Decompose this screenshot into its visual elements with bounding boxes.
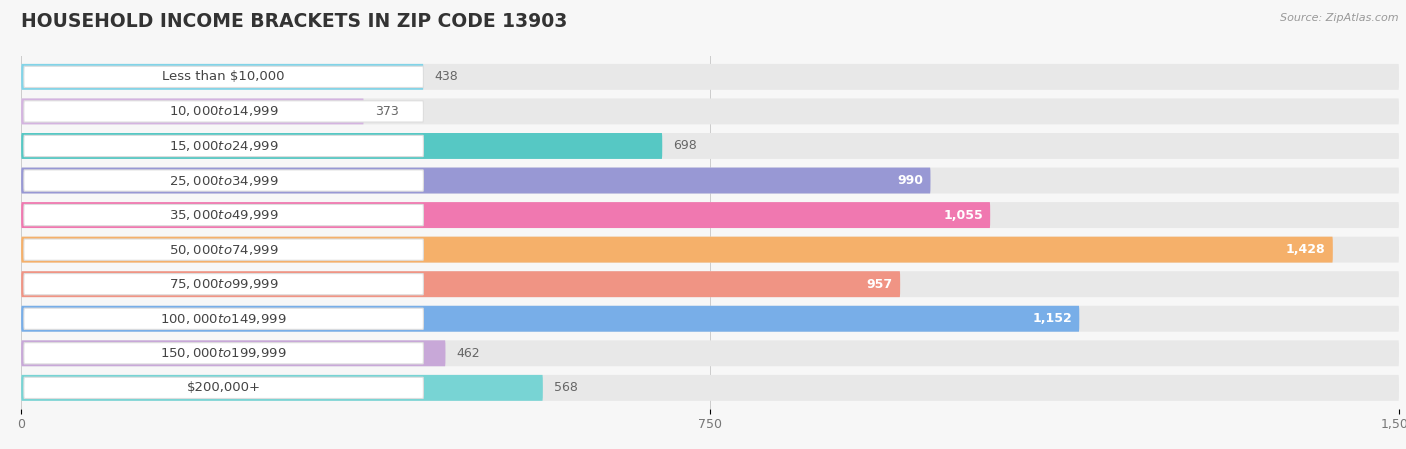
Text: 1,055: 1,055 <box>943 209 983 221</box>
Text: 1,428: 1,428 <box>1286 243 1326 256</box>
FancyBboxPatch shape <box>21 98 364 124</box>
FancyBboxPatch shape <box>21 133 1399 159</box>
Text: $75,000 to $99,999: $75,000 to $99,999 <box>169 277 278 291</box>
Text: Source: ZipAtlas.com: Source: ZipAtlas.com <box>1281 13 1399 23</box>
FancyBboxPatch shape <box>24 273 423 295</box>
Text: $25,000 to $34,999: $25,000 to $34,999 <box>169 173 278 188</box>
FancyBboxPatch shape <box>24 239 423 260</box>
Text: HOUSEHOLD INCOME BRACKETS IN ZIP CODE 13903: HOUSEHOLD INCOME BRACKETS IN ZIP CODE 13… <box>21 13 568 31</box>
Text: 438: 438 <box>434 70 458 84</box>
FancyBboxPatch shape <box>24 66 423 88</box>
FancyBboxPatch shape <box>24 170 423 191</box>
Text: $35,000 to $49,999: $35,000 to $49,999 <box>169 208 278 222</box>
Text: 698: 698 <box>673 140 697 153</box>
Text: $150,000 to $199,999: $150,000 to $199,999 <box>160 346 287 360</box>
FancyBboxPatch shape <box>21 64 1399 90</box>
FancyBboxPatch shape <box>21 237 1399 263</box>
Text: $10,000 to $14,999: $10,000 to $14,999 <box>169 105 278 119</box>
Text: 373: 373 <box>375 105 398 118</box>
FancyBboxPatch shape <box>21 167 931 194</box>
Text: 1,152: 1,152 <box>1032 312 1071 325</box>
FancyBboxPatch shape <box>21 271 1399 297</box>
FancyBboxPatch shape <box>24 308 423 330</box>
FancyBboxPatch shape <box>24 377 423 398</box>
Text: $100,000 to $149,999: $100,000 to $149,999 <box>160 312 287 326</box>
FancyBboxPatch shape <box>21 375 1399 401</box>
Text: $200,000+: $200,000+ <box>187 381 260 394</box>
FancyBboxPatch shape <box>21 98 1399 124</box>
Text: 957: 957 <box>866 277 893 291</box>
Text: 568: 568 <box>554 381 578 394</box>
Text: $50,000 to $74,999: $50,000 to $74,999 <box>169 242 278 257</box>
FancyBboxPatch shape <box>21 306 1080 332</box>
Text: Less than $10,000: Less than $10,000 <box>162 70 285 84</box>
Text: 462: 462 <box>457 347 479 360</box>
FancyBboxPatch shape <box>24 204 423 226</box>
Text: $15,000 to $24,999: $15,000 to $24,999 <box>169 139 278 153</box>
FancyBboxPatch shape <box>21 202 990 228</box>
Text: 990: 990 <box>897 174 924 187</box>
FancyBboxPatch shape <box>24 101 423 122</box>
FancyBboxPatch shape <box>21 237 1333 263</box>
FancyBboxPatch shape <box>21 306 1399 332</box>
FancyBboxPatch shape <box>21 340 446 366</box>
FancyBboxPatch shape <box>24 343 423 364</box>
FancyBboxPatch shape <box>21 271 900 297</box>
FancyBboxPatch shape <box>21 202 1399 228</box>
FancyBboxPatch shape <box>21 340 1399 366</box>
FancyBboxPatch shape <box>24 135 423 157</box>
FancyBboxPatch shape <box>21 64 423 90</box>
FancyBboxPatch shape <box>21 167 1399 194</box>
FancyBboxPatch shape <box>21 133 662 159</box>
FancyBboxPatch shape <box>21 375 543 401</box>
